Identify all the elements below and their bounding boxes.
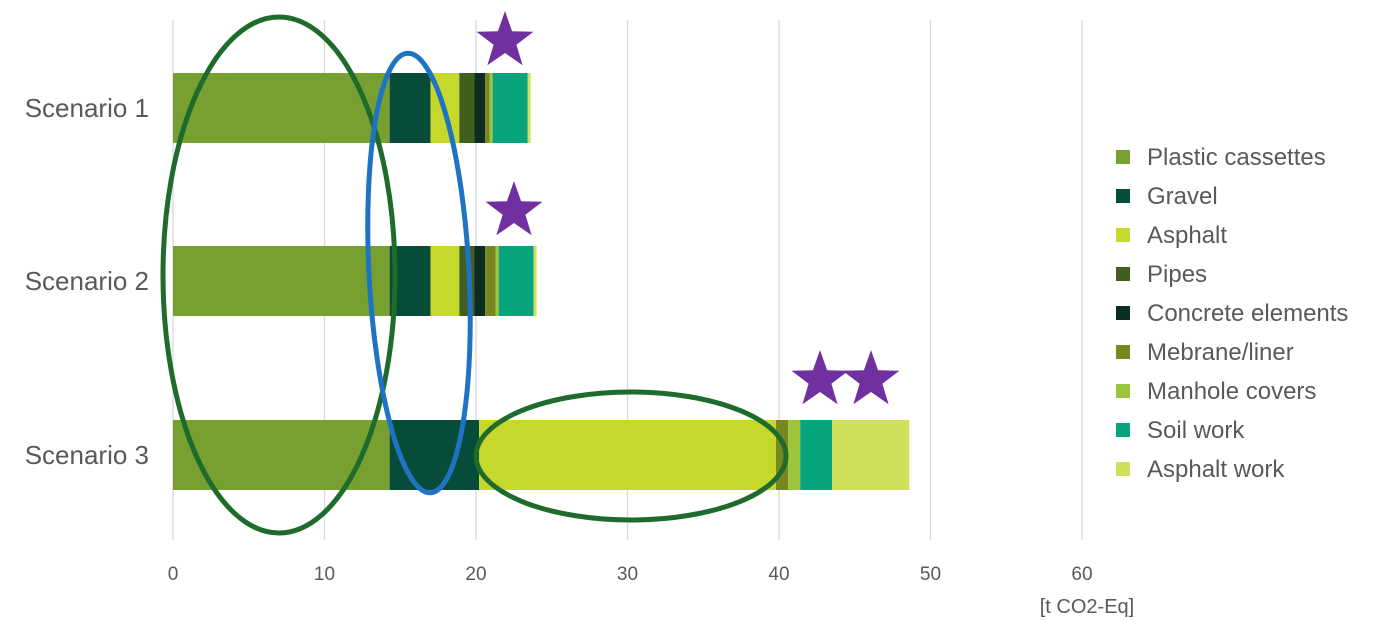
legend-label: Mebrane/liner (1147, 339, 1294, 366)
annotation-ellipse-asphalt (473, 389, 789, 523)
bars (173, 73, 910, 490)
bar-segment (489, 73, 493, 143)
legend-swatch (1116, 384, 1130, 398)
bar-segment (173, 246, 390, 316)
annotations (160, 11, 900, 536)
annotation-ellipse-gravel (365, 50, 473, 496)
legend-swatch (1116, 189, 1130, 203)
category-label: Scenario 3 (25, 440, 149, 470)
x-tick-label: 50 (920, 564, 941, 585)
bar-segment (527, 73, 531, 143)
x-tick-label: 20 (465, 564, 486, 585)
category-label: Scenario 2 (25, 266, 149, 296)
category-label: Scenario 1 (25, 93, 149, 123)
legend-swatch (1116, 462, 1130, 476)
legend-swatch (1116, 306, 1130, 320)
x-tick-labels: 0 10 20 30 40 50 60 (168, 564, 1093, 585)
bar-segment (389, 73, 431, 143)
x-tick-label: 40 (768, 564, 789, 585)
x-tick-label: 0 (168, 564, 179, 585)
bar-segment (533, 246, 537, 316)
legend-swatch (1116, 150, 1130, 164)
annotation-ellipse-plastic (160, 14, 398, 536)
star-scenario-3-b (842, 350, 900, 405)
bar-segment (173, 73, 390, 143)
legend-label: Gravel (1147, 183, 1218, 210)
bar-segment (498, 246, 534, 316)
star-scenario-3-a (791, 350, 849, 405)
legend-swatch (1116, 345, 1130, 359)
legend-label: Asphalt (1147, 222, 1227, 249)
bar-segment (788, 420, 801, 490)
bar-segment (492, 73, 528, 143)
star-scenario-2 (485, 181, 543, 236)
category-labels: Scenario 1 Scenario 2 Scenario 3 (25, 93, 149, 470)
bar-segment (485, 73, 490, 143)
legend-swatch (1116, 228, 1130, 242)
legend-label: Asphalt work (1147, 456, 1285, 483)
star-scenario-1 (476, 11, 534, 66)
x-axis-title: [t CO2-Eq] (1040, 596, 1134, 618)
bar-segment (479, 420, 776, 490)
bar-segment (459, 73, 475, 143)
bar-segment (430, 246, 460, 316)
bar-segment (800, 420, 833, 490)
legend-label: Concrete elements (1147, 300, 1348, 327)
bar-segment (389, 420, 480, 490)
legend: Plastic cassettes Gravel Asphalt Pipes Concr… (1116, 144, 1348, 483)
legend-label: Plastic cassettes (1147, 144, 1326, 171)
bar-segment (495, 246, 499, 316)
bar-segment (474, 246, 486, 316)
x-tick-label: 30 (617, 564, 638, 585)
legend-label: Pipes (1147, 261, 1207, 288)
bar-segment (474, 73, 486, 143)
legend-label: Manhole covers (1147, 378, 1316, 405)
legend-swatch (1116, 267, 1130, 281)
x-tick-label: 60 (1071, 564, 1092, 585)
bar-segment (485, 246, 496, 316)
legend-swatch (1116, 423, 1130, 437)
legend-label: Soil work (1147, 417, 1245, 444)
bar-segment (832, 420, 910, 490)
x-tick-label: 10 (314, 564, 335, 585)
